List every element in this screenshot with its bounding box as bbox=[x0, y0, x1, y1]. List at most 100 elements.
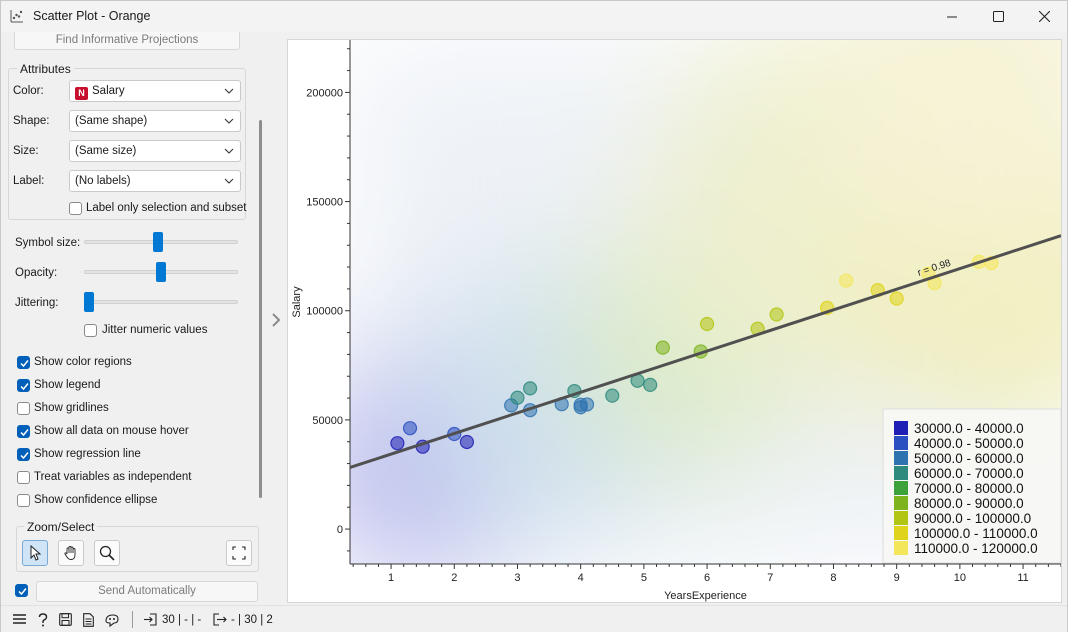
option-checkbox-0[interactable] bbox=[17, 356, 30, 369]
option-checkbox-5[interactable] bbox=[17, 471, 30, 484]
y-tick-label: 150000 bbox=[306, 197, 343, 209]
legend-label: 100000.0 - 110000.0 bbox=[914, 526, 1038, 541]
data-point bbox=[643, 377, 658, 393]
close-icon bbox=[1038, 11, 1050, 22]
data-point bbox=[390, 436, 405, 451]
color-combo[interactable]: N Salary bbox=[69, 80, 241, 102]
region-blur-group bbox=[350, 40, 1061, 564]
option-checkbox-6[interactable] bbox=[17, 494, 30, 507]
option-checkbox-4[interactable] bbox=[17, 448, 30, 461]
opacity-slider-handle[interactable] bbox=[156, 262, 166, 282]
axes: 0 50000 100000 150000 200000 1 2 3 4 5 6 7 8 9 10 11 Yea… bbox=[291, 40, 1061, 602]
option-label-5: Treat variables as independent bbox=[34, 471, 192, 483]
size-combo[interactable]: (Same size) bbox=[69, 140, 241, 162]
save-icon[interactable] bbox=[59, 613, 72, 626]
collapse-panel-arrow-icon[interactable] bbox=[271, 312, 281, 328]
size-label: Size: bbox=[13, 145, 39, 157]
menu-icon[interactable] bbox=[13, 613, 26, 625]
data-point bbox=[510, 390, 525, 405]
option-checkbox-2[interactable] bbox=[17, 402, 30, 415]
option-label-1: Show legend bbox=[34, 379, 101, 391]
input-icon bbox=[144, 613, 157, 626]
color-regions bbox=[350, 40, 1061, 564]
option-checkbox-1[interactable] bbox=[17, 379, 30, 392]
size-combo-value: (Same size) bbox=[75, 145, 137, 157]
data-point bbox=[655, 340, 670, 355]
attributes-group bbox=[8, 68, 246, 220]
send-automatically-button[interactable]: Send Automatically bbox=[36, 581, 258, 602]
data-point bbox=[699, 316, 715, 332]
chevron-down-icon bbox=[224, 178, 234, 184]
x-tick-label: 6 bbox=[704, 572, 710, 584]
minimize-icon bbox=[947, 16, 957, 17]
legend-swatch bbox=[894, 496, 908, 510]
data-point bbox=[605, 388, 620, 403]
find-informative-projections-button[interactable]: Find Informative Projections bbox=[14, 32, 240, 50]
legend-swatch bbox=[894, 421, 908, 435]
legend-label: 90000.0 - 100000.0 bbox=[914, 511, 1031, 526]
jittering-slider[interactable] bbox=[84, 300, 238, 304]
zoom-select-title: Zoom/Select bbox=[24, 520, 98, 534]
opacity-label: Opacity: bbox=[15, 267, 58, 279]
legend-swatch bbox=[894, 466, 908, 480]
legend-label: 50000.0 - 60000.0 bbox=[914, 451, 1024, 466]
legend-label: 110000.0 - 120000.0 bbox=[914, 541, 1038, 556]
check-icon bbox=[20, 452, 29, 460]
control-area: Find Informative Projections Attributes … bbox=[1, 32, 263, 604]
check-icon bbox=[18, 588, 27, 596]
preview-icon[interactable] bbox=[105, 613, 121, 627]
x-tick-label: 5 bbox=[641, 572, 647, 584]
x-tick-label: 3 bbox=[514, 572, 520, 584]
label-combo-value: (No labels) bbox=[75, 175, 131, 187]
data-point bbox=[459, 434, 475, 450]
legend-box bbox=[882, 408, 1061, 564]
maximize-button[interactable] bbox=[975, 1, 1021, 32]
zoom-tool-button[interactable] bbox=[94, 540, 120, 566]
check-icon bbox=[20, 383, 29, 391]
status-bar: 30 | - | - - | 30 | 2 bbox=[1, 605, 1067, 632]
data-point bbox=[889, 291, 904, 306]
close-button[interactable] bbox=[1021, 1, 1067, 32]
label-only-selection-checkbox[interactable] bbox=[69, 202, 82, 215]
shape-label: Shape: bbox=[13, 115, 50, 127]
data-points bbox=[390, 254, 999, 454]
label-combo[interactable]: (No labels) bbox=[69, 170, 241, 192]
input-summary[interactable]: 30 | - | - bbox=[162, 614, 202, 626]
report-icon[interactable] bbox=[83, 613, 94, 627]
pan-tool-button[interactable] bbox=[58, 540, 84, 566]
data-point bbox=[402, 421, 418, 436]
attributes-group-title: Attributes bbox=[17, 62, 74, 76]
pointer-icon bbox=[30, 545, 42, 561]
legend-label: 60000.0 - 70000.0 bbox=[914, 466, 1024, 481]
send-automatically-checkbox[interactable] bbox=[15, 584, 28, 597]
magnifier-icon bbox=[99, 545, 115, 561]
numeric-variable-icon: N bbox=[75, 87, 88, 100]
shape-combo[interactable]: (Same shape) bbox=[69, 110, 241, 132]
chevron-down-icon bbox=[224, 118, 234, 124]
select-tool-button[interactable] bbox=[22, 540, 48, 566]
reset-zoom-button[interactable] bbox=[226, 540, 252, 566]
option-checkbox-3[interactable] bbox=[17, 425, 30, 438]
shape-combo-value: (Same shape) bbox=[75, 115, 148, 127]
hand-icon bbox=[64, 546, 76, 560]
minimize-button[interactable] bbox=[929, 1, 975, 32]
jittering-slider-handle[interactable] bbox=[84, 292, 94, 312]
help-icon[interactable] bbox=[37, 613, 49, 627]
scatter-plot[interactable]: 0 50000 100000 150000 200000 1 2 3 4 5 6 7 8 9 10 11 Yea… bbox=[288, 40, 1061, 602]
option-label-0: Show color regions bbox=[34, 356, 132, 368]
y-tick-label: 200000 bbox=[306, 87, 343, 99]
check-icon bbox=[20, 429, 29, 437]
output-summary[interactable]: - | 30 | 2 bbox=[231, 614, 273, 626]
legend-swatch bbox=[894, 436, 908, 450]
x-tick-label: 9 bbox=[894, 572, 900, 584]
legend-swatch bbox=[894, 511, 908, 525]
plot-area[interactable]: 0 50000 100000 150000 200000 1 2 3 4 5 6 7 8 9 10 11 Yea… bbox=[287, 39, 1062, 603]
jitter-numeric-checkbox[interactable] bbox=[84, 324, 97, 337]
legend-label: 70000.0 - 80000.0 bbox=[914, 481, 1024, 496]
chevron-down-icon bbox=[224, 88, 234, 94]
sidebar-scrollbar[interactable] bbox=[259, 120, 262, 498]
legend-swatch bbox=[894, 526, 908, 540]
y-tick-label: 50000 bbox=[312, 415, 343, 427]
symbol-size-slider-handle[interactable] bbox=[153, 232, 164, 252]
